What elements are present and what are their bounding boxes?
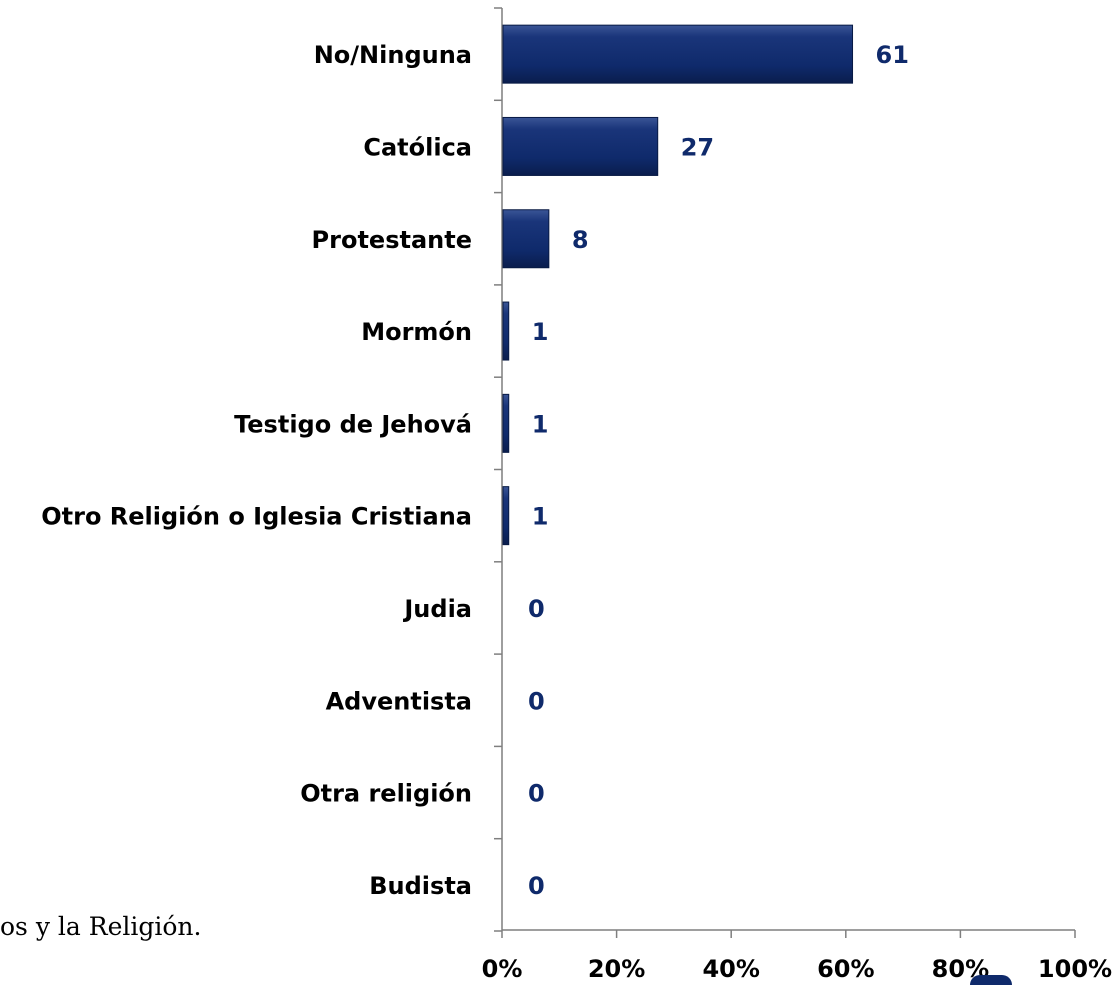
bar bbox=[502, 393, 510, 453]
caption-text: os y la Religión. bbox=[0, 912, 202, 941]
x-tick-label: 60% bbox=[817, 955, 874, 983]
category-label: Protestante bbox=[312, 226, 472, 254]
decorative-bar bbox=[970, 975, 1012, 985]
value-label: 0 bbox=[528, 872, 545, 900]
category-label: Judia bbox=[402, 595, 472, 623]
value-label: 1 bbox=[532, 318, 549, 346]
x-tick-label: 0% bbox=[482, 955, 523, 983]
x-tick-label: 20% bbox=[588, 955, 645, 983]
category-label: Católica bbox=[363, 133, 472, 161]
category-label: Otro Religión o Iglesia Cristiana bbox=[41, 503, 472, 531]
bar bbox=[502, 209, 550, 269]
bar bbox=[502, 486, 510, 546]
category-label: Adventista bbox=[326, 687, 472, 715]
category-label: No/Ninguna bbox=[314, 41, 472, 69]
bar bbox=[502, 24, 854, 84]
bar bbox=[502, 116, 659, 176]
value-label: 61 bbox=[876, 41, 909, 69]
value-label: 1 bbox=[532, 503, 549, 531]
value-label: 8 bbox=[572, 226, 589, 254]
value-label: 0 bbox=[528, 595, 545, 623]
axis-layer bbox=[494, 7, 1076, 938]
bar bbox=[502, 301, 510, 361]
x-tick-label: 100% bbox=[1038, 955, 1112, 983]
bar-layer bbox=[502, 24, 854, 546]
category-label: Testigo de Jehová bbox=[234, 410, 472, 438]
category-label: Budista bbox=[369, 872, 472, 900]
value-label: 0 bbox=[528, 780, 545, 808]
category-label: Mormón bbox=[361, 318, 472, 346]
value-label: 0 bbox=[528, 687, 545, 715]
value-label: 1 bbox=[532, 410, 549, 438]
x-tick-label: 40% bbox=[702, 955, 759, 983]
category-label: Otra religión bbox=[300, 780, 472, 808]
value-label: 27 bbox=[681, 133, 714, 161]
